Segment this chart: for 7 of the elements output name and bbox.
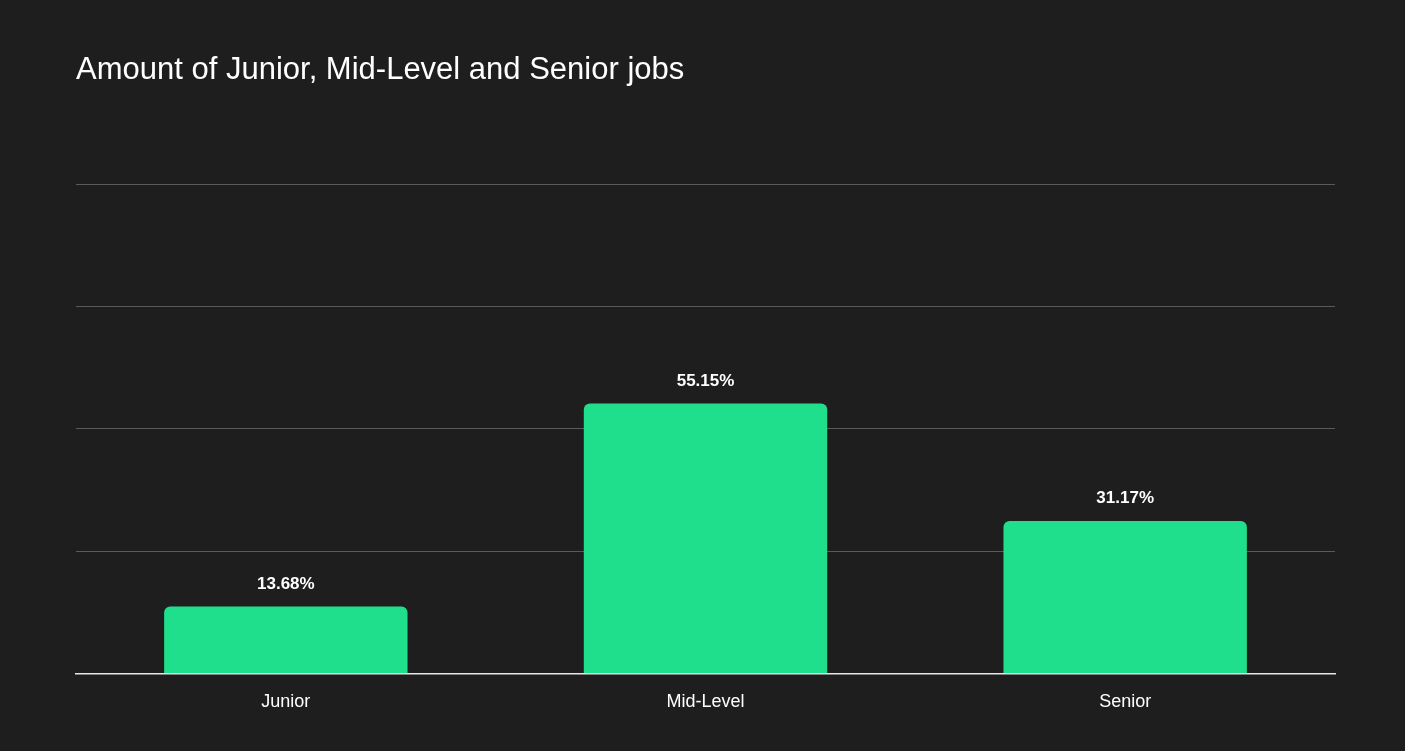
data-label: 31.17% bbox=[1096, 488, 1154, 508]
data-label: 55.15% bbox=[676, 370, 735, 390]
x-tick-label: Mid-Level bbox=[666, 691, 745, 712]
x-tick-label: Junior bbox=[261, 691, 311, 712]
x-tick-label: Senior bbox=[1099, 691, 1152, 712]
data-label: 13.68% bbox=[257, 573, 315, 593]
chart-title: Amount of Junior, Mid-Level and Senior jobs bbox=[76, 51, 685, 87]
